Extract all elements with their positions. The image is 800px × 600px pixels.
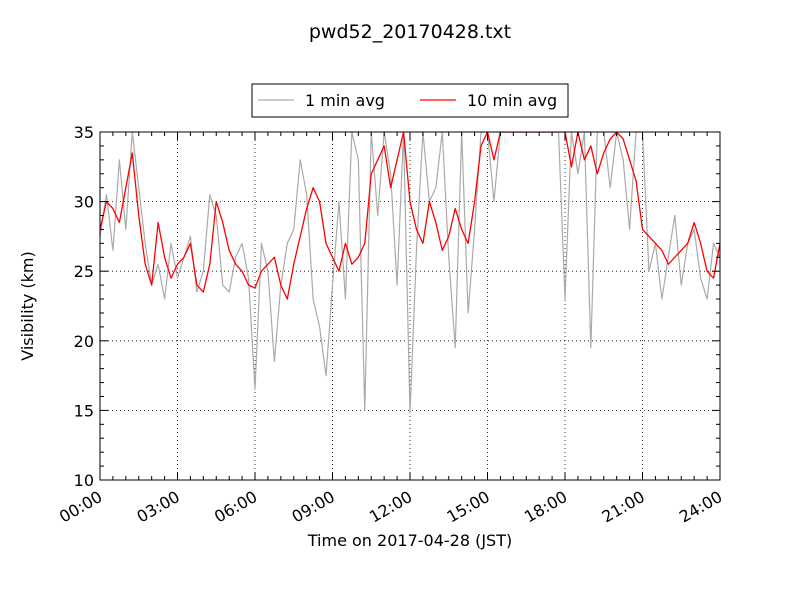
- legend-label-1-min-avg: 1 min avg: [305, 91, 385, 110]
- x-tick-label: 09:00: [289, 487, 338, 527]
- plot-area: 00:00 03:00 06:00 09:00 12:00 15:00 18:00 21:00…: [56, 123, 725, 527]
- x-tick-label: 12:00: [366, 487, 415, 527]
- y-tick-label: 35: [74, 123, 94, 142]
- x-tick-label: 24:00: [676, 487, 725, 527]
- x-tick-label: 18:00: [521, 487, 570, 527]
- series-line-10-min-avg: [100, 132, 720, 300]
- y-tick-label: 30: [74, 193, 94, 212]
- plot-background: [100, 132, 720, 480]
- x-tick-label: 00:00: [56, 487, 105, 527]
- y-tick-label: 25: [74, 262, 94, 281]
- legend: 1 min avg 10 min avg: [251, 83, 569, 118]
- chart-title: pwd52_20170428.txt: [309, 21, 511, 43]
- x-axis-label: Time on 2017-04-28 (JST): [307, 531, 512, 550]
- y-tick-label: 10: [74, 471, 94, 490]
- legend-box: [251, 83, 569, 118]
- y-tick-label: 20: [74, 332, 94, 351]
- x-tick-label: 21:00: [599, 487, 648, 527]
- series-line-1-min-avg: [100, 132, 720, 414]
- x-tick-label: 06:00: [211, 487, 260, 527]
- y-tick-label: 15: [74, 401, 94, 420]
- x-tick-label: 15:00: [444, 487, 493, 527]
- y-axis-label: Visibility (km): [18, 251, 37, 360]
- x-tick-label: 03:00: [134, 487, 183, 527]
- legend-label-10-min-avg: 10 min avg: [467, 91, 557, 110]
